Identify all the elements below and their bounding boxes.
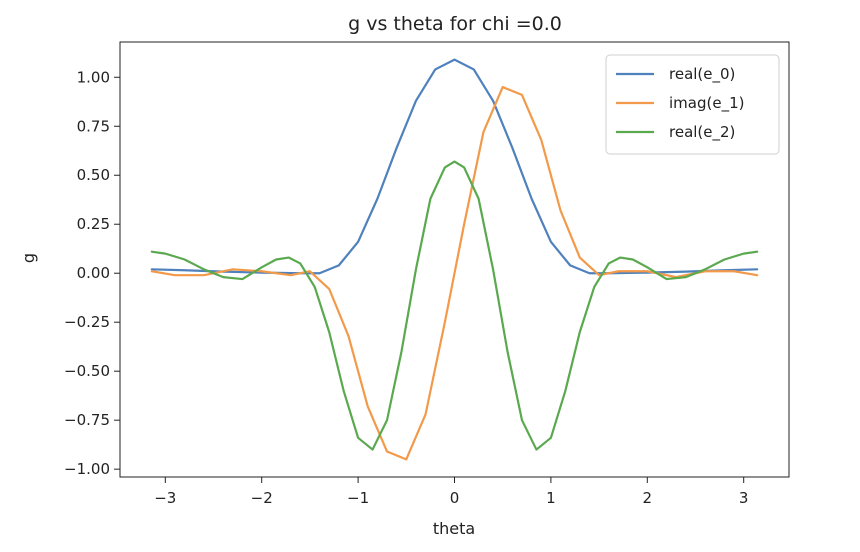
x-tick-label: −3 <box>154 489 176 507</box>
x-tick-label: 1 <box>546 489 556 507</box>
y-axis-label: g <box>19 253 38 263</box>
legend-label-2: imag(e_1) <box>669 94 744 113</box>
y-tick-label: −0.75 <box>64 411 110 429</box>
x-tick-label: 2 <box>643 489 653 507</box>
y-axis: −1.00 −0.75 −0.50 −0.25 0.00 0.25 0.50 0.75 1.00 <box>64 68 120 478</box>
y-tick-label: −0.50 <box>64 362 110 380</box>
x-tick-label: −2 <box>251 489 273 507</box>
x-tick-label: −1 <box>347 489 369 507</box>
y-tick-label: 0.00 <box>77 264 110 282</box>
legend-label-3: real(e_2) <box>669 123 735 142</box>
chart-title: g vs theta for chi =0.0 <box>348 13 562 35</box>
y-tick-label: 1.00 <box>77 68 110 86</box>
legend: real(e_0) imag(e_1) real(e_2) <box>605 54 780 155</box>
plot-area <box>119 41 790 478</box>
series-line-2 <box>150 85 759 461</box>
x-tick-label: 0 <box>450 489 460 507</box>
y-tick-label: 0.50 <box>77 166 110 184</box>
y-tick-label: −1.00 <box>64 460 110 478</box>
y-tick-label: 0.25 <box>77 215 110 233</box>
x-axis-label: theta <box>433 519 475 538</box>
legend-label-1: real(e_0) <box>669 65 735 84</box>
y-tick-label: 0.75 <box>77 117 110 135</box>
legend-box <box>605 54 780 155</box>
y-tick-label: −0.25 <box>64 313 110 331</box>
series-line-3 <box>150 160 759 451</box>
x-axis: −3 −2 −1 0 1 2 3 <box>154 477 748 507</box>
x-tick-label: 3 <box>739 489 749 507</box>
